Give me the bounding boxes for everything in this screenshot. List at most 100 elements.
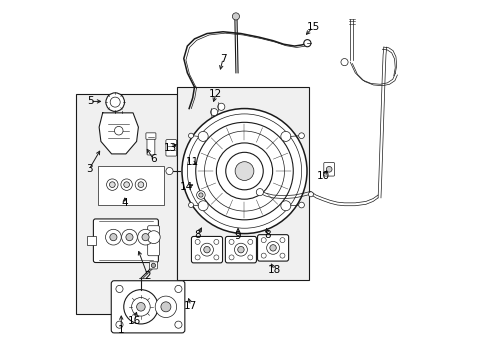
Circle shape xyxy=(308,192,313,197)
Circle shape xyxy=(280,253,285,258)
Circle shape xyxy=(138,182,143,188)
Polygon shape xyxy=(99,113,138,154)
Circle shape xyxy=(195,239,200,244)
Circle shape xyxy=(198,193,203,197)
Circle shape xyxy=(280,131,290,141)
Text: 10: 10 xyxy=(316,171,329,181)
Text: 4: 4 xyxy=(122,198,128,208)
Circle shape xyxy=(235,162,253,180)
Text: 2: 2 xyxy=(144,271,151,282)
Circle shape xyxy=(217,103,224,111)
Circle shape xyxy=(280,238,285,243)
Text: 17: 17 xyxy=(184,301,197,311)
Circle shape xyxy=(147,231,160,244)
Circle shape xyxy=(210,109,217,116)
Text: 9: 9 xyxy=(234,231,241,242)
Text: 8: 8 xyxy=(264,230,270,240)
Circle shape xyxy=(123,290,158,324)
Text: 6: 6 xyxy=(150,154,156,164)
Circle shape xyxy=(200,243,213,256)
Text: 12: 12 xyxy=(209,89,222,99)
FancyBboxPatch shape xyxy=(111,281,184,333)
Circle shape xyxy=(261,238,265,243)
Circle shape xyxy=(198,131,208,141)
Circle shape xyxy=(237,247,244,253)
Bar xyxy=(98,166,164,205)
Text: 16: 16 xyxy=(127,316,141,326)
Circle shape xyxy=(110,97,120,107)
Circle shape xyxy=(165,167,173,175)
Text: 7: 7 xyxy=(219,54,226,64)
Circle shape xyxy=(298,133,304,139)
Circle shape xyxy=(116,285,123,293)
Text: 11: 11 xyxy=(185,157,198,167)
Circle shape xyxy=(196,191,205,199)
FancyBboxPatch shape xyxy=(225,237,256,263)
Circle shape xyxy=(188,203,193,207)
Circle shape xyxy=(116,321,123,328)
Circle shape xyxy=(131,297,150,316)
Circle shape xyxy=(123,182,129,188)
Circle shape xyxy=(228,255,234,260)
Text: 13: 13 xyxy=(164,143,177,153)
FancyBboxPatch shape xyxy=(147,226,159,256)
FancyBboxPatch shape xyxy=(149,262,157,269)
Circle shape xyxy=(225,152,263,190)
Circle shape xyxy=(247,239,252,244)
Bar xyxy=(176,87,308,280)
Text: 5: 5 xyxy=(87,96,93,107)
FancyBboxPatch shape xyxy=(191,237,222,263)
Text: 18: 18 xyxy=(267,265,281,275)
Circle shape xyxy=(188,133,193,138)
Circle shape xyxy=(234,243,247,256)
Circle shape xyxy=(175,285,182,293)
Circle shape xyxy=(298,202,304,208)
Circle shape xyxy=(136,302,145,311)
Circle shape xyxy=(261,253,265,258)
Text: 1: 1 xyxy=(118,325,124,335)
Circle shape xyxy=(175,321,182,328)
FancyBboxPatch shape xyxy=(257,235,288,261)
FancyBboxPatch shape xyxy=(145,133,156,139)
Circle shape xyxy=(216,143,272,199)
FancyBboxPatch shape xyxy=(93,219,158,262)
Circle shape xyxy=(135,179,146,190)
Circle shape xyxy=(155,296,176,318)
Circle shape xyxy=(325,166,331,172)
Circle shape xyxy=(125,234,133,241)
FancyBboxPatch shape xyxy=(323,162,334,176)
Circle shape xyxy=(198,201,208,211)
Circle shape xyxy=(269,245,276,251)
Circle shape xyxy=(121,179,132,190)
FancyBboxPatch shape xyxy=(147,135,155,155)
Circle shape xyxy=(195,122,293,220)
Circle shape xyxy=(303,40,310,47)
Circle shape xyxy=(266,242,279,254)
Circle shape xyxy=(228,239,234,244)
Circle shape xyxy=(195,255,200,260)
Circle shape xyxy=(105,229,121,245)
Circle shape xyxy=(142,234,149,241)
Text: 14: 14 xyxy=(180,182,193,192)
Circle shape xyxy=(213,239,219,244)
Circle shape xyxy=(213,255,219,260)
Circle shape xyxy=(340,59,347,66)
Circle shape xyxy=(122,229,137,245)
Circle shape xyxy=(110,234,117,241)
Circle shape xyxy=(161,302,171,312)
Circle shape xyxy=(203,247,210,253)
Circle shape xyxy=(280,201,290,211)
Circle shape xyxy=(109,182,115,188)
Text: 15: 15 xyxy=(306,22,319,32)
Circle shape xyxy=(106,93,124,111)
Circle shape xyxy=(247,255,252,260)
FancyBboxPatch shape xyxy=(165,140,176,156)
Circle shape xyxy=(256,189,263,196)
Circle shape xyxy=(151,263,155,267)
Text: 3: 3 xyxy=(85,164,92,174)
Bar xyxy=(76,94,176,314)
Bar xyxy=(86,237,96,245)
Text: 8: 8 xyxy=(194,230,200,240)
Circle shape xyxy=(106,179,118,190)
Circle shape xyxy=(114,126,123,135)
